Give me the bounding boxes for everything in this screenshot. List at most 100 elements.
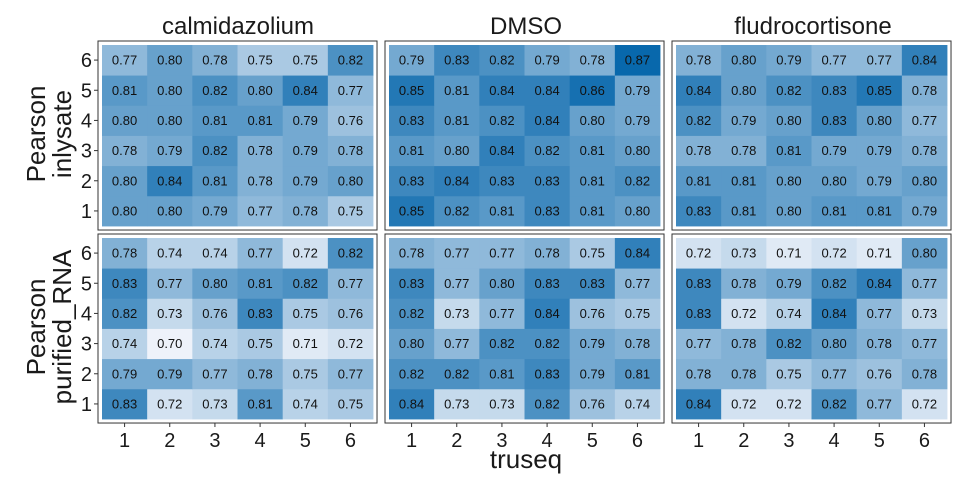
heatmap-cell <box>766 298 812 329</box>
heatmap-cell <box>327 358 374 390</box>
cell-value-label: 0.82 <box>776 336 801 351</box>
cell-value-label: 0.81 <box>580 143 605 158</box>
heatmap-cell <box>327 165 374 197</box>
heatmap-cell <box>614 328 661 360</box>
heatmap-cell <box>282 328 329 360</box>
cell-value-label: 0.80 <box>821 336 846 351</box>
heatmap-cell <box>389 105 435 136</box>
cell-value-label: 0.81 <box>112 83 137 98</box>
heatmap-cell <box>102 195 148 227</box>
heatmap-cell <box>766 268 812 299</box>
cell-value-label: 0.79 <box>776 53 801 68</box>
heatmap-cell <box>721 195 767 227</box>
cell-value-label: 0.72 <box>731 306 756 321</box>
cell-value-label: 0.77 <box>444 246 469 261</box>
panel-border <box>671 233 952 424</box>
y-tick-label: 5 <box>81 273 92 295</box>
heatmap-cell <box>811 298 858 329</box>
cell-value-label: 0.82 <box>489 336 514 351</box>
cell-value-label: 0.74 <box>112 336 137 351</box>
cell-value-label: 0.79 <box>580 366 605 381</box>
cell-value-label: 0.70 <box>157 336 182 351</box>
cell-value-label: 0.79 <box>293 143 318 158</box>
column-facet-label-1: calmidazolium <box>162 13 314 40</box>
cell-value-label: 0.78 <box>580 53 605 68</box>
cell-value-label: 0.80 <box>912 173 937 188</box>
heatmap-cell <box>524 268 571 299</box>
cell-value-label: 0.84 <box>534 306 559 321</box>
cell-value-label: 0.82 <box>444 203 469 218</box>
column-facet-label-2: DMSO <box>490 13 562 40</box>
heatmap-cell <box>389 298 435 329</box>
heatmap-cell <box>192 195 238 227</box>
x-tick-label: 5 <box>300 430 311 452</box>
heatmap-cell <box>901 358 948 390</box>
cell-value-label: 0.82 <box>686 113 711 128</box>
heatmap-cell <box>147 75 193 106</box>
heatmap-cell <box>721 388 767 420</box>
heatmap-cell <box>434 135 480 167</box>
heatmap-cell <box>389 328 435 360</box>
heatmap-cell <box>676 45 722 76</box>
x-axis-tick-labels: 1 2 3 4 5 6 1 2 3 4 5 6 1 2 3 4 5 6 <box>119 423 930 452</box>
heatmap-cell <box>856 195 903 227</box>
x-tick-label: 4 <box>255 430 266 452</box>
heatmap-cell <box>327 388 374 420</box>
heatmap-cell <box>434 358 480 390</box>
cell-value-label: 0.84 <box>399 396 424 411</box>
cell-value-label: 0.80 <box>399 336 424 351</box>
heatmap-cell <box>282 388 329 420</box>
heatmap-cell <box>721 75 767 106</box>
heatmap-cell <box>766 238 812 269</box>
heatmap-cell <box>327 195 374 227</box>
heatmap-cell <box>569 105 616 136</box>
cell-value-label: 0.73 <box>444 306 469 321</box>
cell-value-label: 0.72 <box>157 396 182 411</box>
heatmap-cell <box>721 45 767 76</box>
cell-value-label: 0.80 <box>731 53 756 68</box>
heatmap-cell <box>811 75 858 106</box>
heatmap-cell <box>147 238 193 269</box>
cell-value-label: 0.78 <box>247 143 272 158</box>
x-tick-label: 2 <box>738 430 749 452</box>
cell-value-label: 0.84 <box>686 396 711 411</box>
heatmap-cell <box>856 388 903 420</box>
y-tick-label: 4 <box>81 303 92 325</box>
heatmap-cell <box>434 388 480 420</box>
cell-value-label: 0.80 <box>625 143 650 158</box>
heatmap-cell <box>479 165 525 197</box>
cell-value-label: 0.75 <box>580 246 605 261</box>
cell-value-label: 0.80 <box>112 113 137 128</box>
y-tick-label: 4 <box>81 110 92 132</box>
cell-value-label: 0.76 <box>867 366 892 381</box>
heatmap-cell <box>479 135 525 167</box>
heatmap-cell <box>901 328 948 360</box>
y-tick-label: 1 <box>81 394 92 416</box>
cell-value-label: 0.75 <box>247 53 272 68</box>
cell-value-label: 0.80 <box>157 53 182 68</box>
heatmap-cell <box>327 75 374 106</box>
heatmap-panel-2: 0.85 0.82 0.81 0.83 0.81 0.80 0.83 0.84 0.83 0.83… <box>384 40 665 231</box>
panel-border <box>384 40 665 231</box>
heatmap-cell <box>614 135 661 167</box>
cell-value-label: 0.82 <box>112 306 137 321</box>
cell-value-label: 0.79 <box>399 53 424 68</box>
heatmap-cell <box>479 195 525 227</box>
x-tick-label: 4 <box>829 430 840 452</box>
cell-value-label: 0.82 <box>444 366 469 381</box>
x-tick-label: 5 <box>874 430 885 452</box>
cell-value-label: 0.81 <box>399 143 424 158</box>
cell-value-label: 0.84 <box>821 306 846 321</box>
cell-value-label: 0.83 <box>247 306 272 321</box>
x-tick-label: 2 <box>164 430 175 452</box>
cell-value-label: 0.75 <box>625 306 650 321</box>
heatmap-panel-3: 0.83 0.81 0.80 0.81 0.81 0.79 0.81 0.81 0.80 0.80… <box>671 40 952 231</box>
cell-value-label: 0.82 <box>534 336 559 351</box>
cell-value-label: 0.84 <box>686 83 711 98</box>
cell-value-label: 0.83 <box>534 366 559 381</box>
heatmap-cell <box>524 388 571 420</box>
heatmap-cell <box>237 328 284 360</box>
cell-value-label: 0.78 <box>686 143 711 158</box>
cell-value-label: 0.74 <box>293 396 318 411</box>
